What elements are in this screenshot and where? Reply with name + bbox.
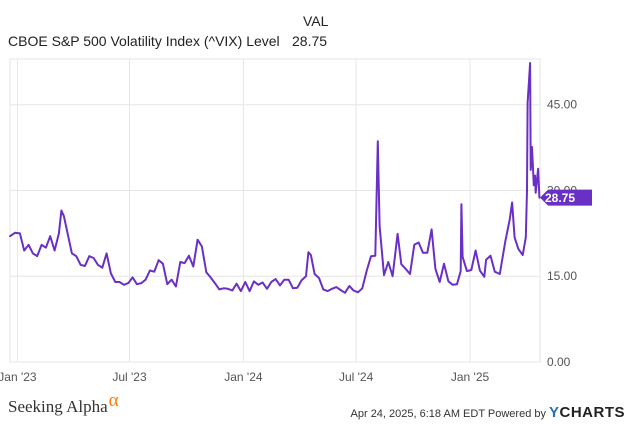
plot-frame [9, 58, 541, 363]
ycharts-logo-text: CHARTS [559, 404, 625, 421]
footer-attribution: Apr 24, 2025, 6:18 AM EDT Powered by YCHA… [351, 404, 625, 421]
ycharts-logo-y: Y [548, 404, 560, 421]
last-value: 28.75 [292, 33, 328, 49]
series-name: CBOE S&P 500 Volatility Index (^VIX) Lev… [8, 33, 280, 49]
x-tick-label: Jul '24 [339, 370, 374, 384]
timestamp: Apr 24, 2025, 6:18 AM EDT Powered by [350, 408, 546, 420]
ycharts-logo[interactable]: YCHARTS [549, 404, 625, 421]
x-tick-label: Jul '23 [112, 370, 147, 384]
y-tick-label: 15.00 [547, 269, 577, 283]
alpha-icon: α [108, 390, 119, 411]
y-tick-label: 45.00 [547, 98, 577, 112]
y-tick-label: 0.00 [547, 355, 571, 369]
brand-text: Seeking Alpha [8, 397, 108, 416]
x-tick-label: Jan '24 [224, 370, 263, 384]
vix-series-line [9, 62, 541, 294]
last-value-label: 28.75 [545, 191, 575, 205]
legend-header: VAL [303, 13, 329, 29]
x-tick-label: Jan '25 [451, 370, 490, 384]
seeking-alpha-logo[interactable]: Seeking Alphaα [8, 390, 119, 418]
last-value-label-box [540, 189, 592, 206]
x-tick-label: Jan '23 [0, 370, 37, 384]
